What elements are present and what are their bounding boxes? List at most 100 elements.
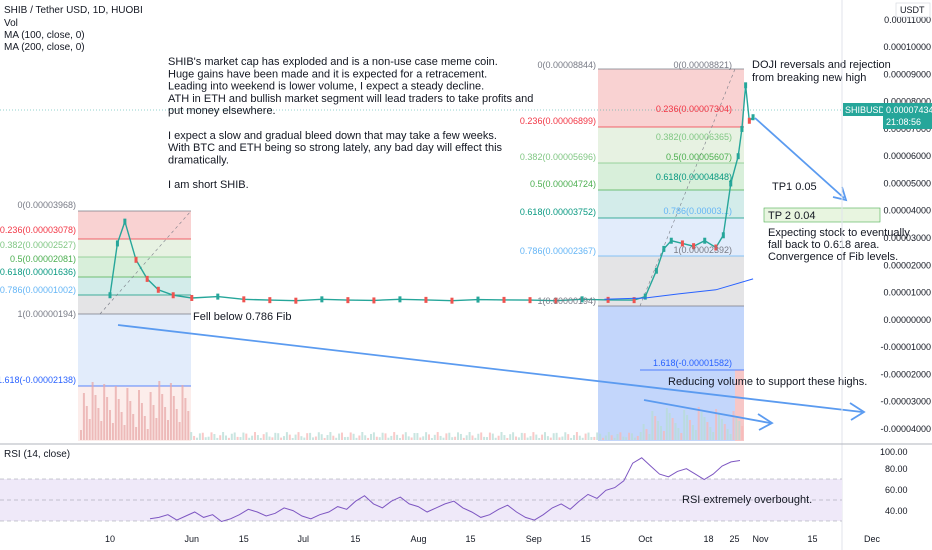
volume-bar: [596, 432, 599, 440]
volume-bar: [300, 436, 303, 440]
volume-bar: [723, 424, 726, 440]
y-tick-label: 0.00002000: [883, 260, 931, 270]
volume-bar: [468, 432, 471, 440]
volume-bar: [280, 437, 283, 440]
volume-bar: [445, 433, 448, 440]
fib-level-label: 0(0.00008821): [673, 60, 732, 70]
volume-bar: [732, 411, 735, 440]
fib-level-label: 1(0.00000194): [17, 309, 76, 319]
volume-bar: [486, 437, 488, 440]
volume-bar: [233, 432, 236, 440]
volume-bar: [462, 437, 465, 440]
volume-bar: [155, 418, 158, 440]
time-axis: 10 Jun 15 Jul 15 Aug 15 Sep 15 Oct 18 25 Nov 15 Dec: [105, 534, 881, 544]
fib-level-label: 0.786(0.00001002): [0, 285, 76, 295]
volume-bar: [602, 437, 604, 440]
price-candle: [115, 240, 119, 247]
volume-bar: [558, 437, 561, 440]
volume-bar: [213, 434, 216, 440]
volume-bar: [343, 437, 346, 440]
volume-bar: [169, 383, 172, 440]
volume-bar: [442, 437, 445, 440]
price-candle: [606, 296, 610, 303]
volume-bar: [587, 432, 590, 440]
expect-note-line-2: fall back to 0.618 area.: [768, 239, 879, 251]
volume-bar: [459, 433, 462, 440]
volume-bar: [503, 435, 506, 440]
volume-bar: [491, 433, 494, 440]
chart-title: SHIB / Tether USD, 1D, HUOBI: [4, 5, 143, 16]
volume-bar: [549, 437, 552, 440]
volume-bar: [726, 429, 729, 440]
price-candle: [450, 297, 454, 304]
volume-bar: [575, 432, 578, 440]
fib-right2-labels: 0(0.00008821) 0.236(0.00007304) 0.382(0.00…: [653, 60, 732, 368]
volume-bar: [387, 437, 390, 440]
volume-bar: [477, 433, 480, 440]
volume-bar: [184, 398, 187, 440]
rsi-line: [149, 457, 741, 523]
price-candle: [751, 114, 755, 121]
price-tag-value-bg: [883, 103, 932, 129]
volume-bar: [671, 418, 674, 440]
fib-level-label: 1(0.00002392): [673, 245, 732, 255]
fib-level-label: 1(0.00000194): [537, 296, 596, 306]
volume-bar: [506, 437, 509, 440]
fib-level-label: 0.5(0.00005607): [666, 152, 732, 162]
rsi-tick-40: 40.00: [885, 506, 908, 516]
volume-bar: [680, 433, 683, 440]
volume-bar: [535, 434, 538, 440]
fib-level-label: 1.618(-0.00001582): [653, 358, 732, 368]
ma-line: [604, 278, 754, 300]
volume-bar: [283, 436, 285, 440]
volume-bar: [674, 423, 677, 440]
volume-bar: [628, 432, 631, 440]
volume-bar: [683, 410, 686, 440]
volume-bar: [129, 401, 132, 440]
volume-bar: [662, 431, 665, 440]
volume-bar: [642, 424, 645, 440]
volume-bar: [509, 434, 512, 440]
fib-level-label: 0(0.00008844): [537, 60, 596, 70]
volume-bar: [256, 435, 259, 440]
rsi-tick-80: 80.00: [885, 464, 908, 474]
volume-bar: [94, 395, 97, 440]
volume-bar: [407, 436, 410, 440]
volume-bar: [523, 433, 526, 440]
volume-bar: [718, 414, 720, 440]
volume-bar: [285, 432, 288, 440]
price-candle: [398, 296, 402, 303]
volume-bar: [636, 435, 639, 440]
price-candle: [476, 296, 480, 303]
annotation-arrows: [117, 117, 866, 431]
price-candle: [320, 296, 324, 303]
volume-bar: [204, 437, 207, 440]
volume-bar: [268, 436, 271, 440]
volume-bar: [277, 433, 280, 440]
intro-line: Leading into weekend is lower volume, I …: [168, 81, 484, 93]
volume-bar: [413, 433, 416, 440]
volume-bar: [297, 432, 300, 440]
x-tick-label: Oct: [638, 534, 653, 544]
volume-bar: [88, 419, 91, 440]
price-tag-countdown: 21:08:56: [886, 117, 921, 127]
volume-bar: [91, 382, 94, 440]
fib-level-label: 0.786(0.00002367): [520, 246, 596, 256]
volume-bar: [532, 432, 535, 440]
y-tick-label: -0.00002000: [880, 369, 931, 379]
volume-bar: [123, 425, 126, 440]
fib-level-label: 0.5(0.00002081): [10, 254, 76, 264]
tp2-note: TP 2 0.04: [768, 210, 816, 222]
x-tick-label: 15: [239, 534, 249, 544]
y-tick-label: 0.00009000: [883, 69, 931, 79]
y-tick-label: 0.00008000: [883, 97, 931, 107]
x-tick-label: Dec: [864, 534, 881, 544]
volume-bar: [120, 412, 123, 440]
ma200-legend: MA (200, close, 0): [4, 42, 85, 53]
rsi-tick-60: 60.00: [885, 485, 908, 495]
price-candle: [554, 297, 558, 304]
volume-bar: [613, 437, 616, 440]
price-candle: [580, 296, 584, 303]
volume-bar: [390, 435, 393, 440]
volume-bar: [610, 435, 613, 440]
